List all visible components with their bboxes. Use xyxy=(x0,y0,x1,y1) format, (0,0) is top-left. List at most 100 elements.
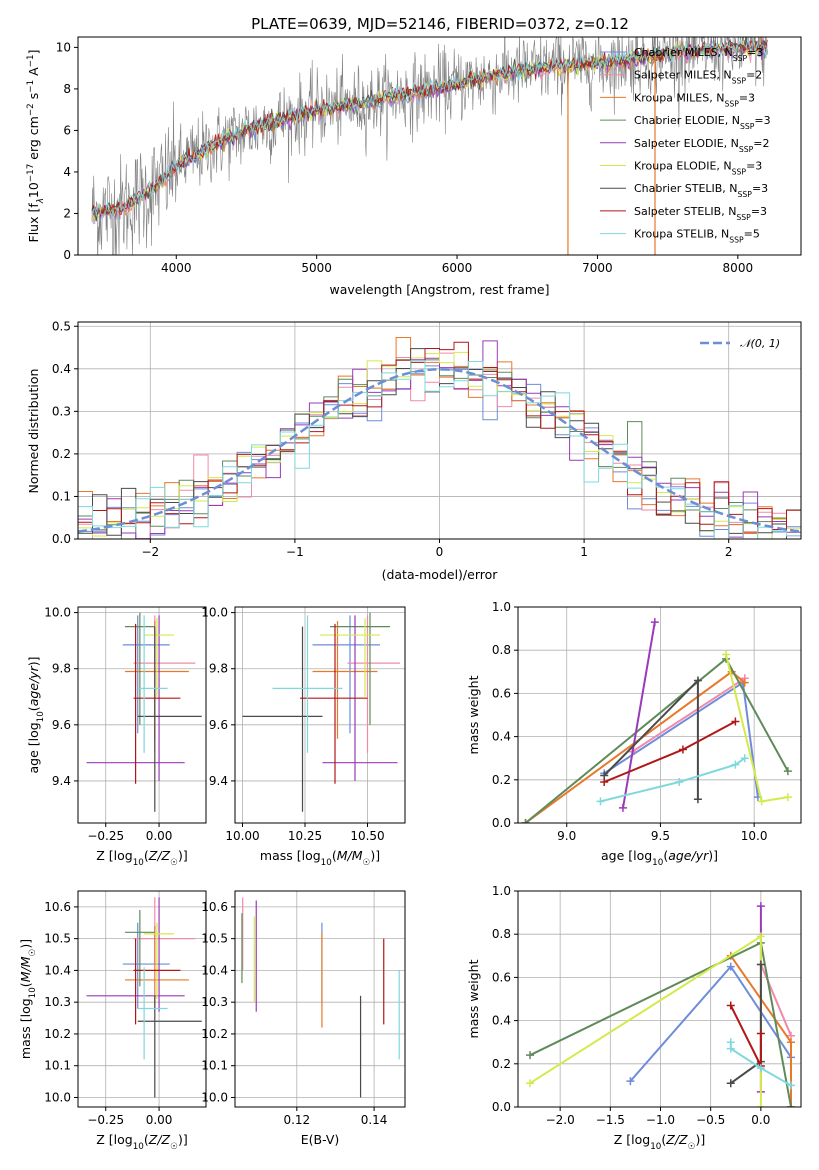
age_vs_Z-xtick-label-0: −0.25 xyxy=(87,829,124,843)
age_vs_Z-xlabel: Z [log10(Z/Z☉)] xyxy=(96,848,187,868)
mass_weight_vs_Z-marker-chabrier_miles-1 xyxy=(726,962,735,971)
mass_weight_vs_age-ytick-label-0: 0.0 xyxy=(492,816,511,830)
mass_weight_vs_Z-marker-kroupa_elodie-0 xyxy=(526,1079,535,1088)
spectrum-xtick-label-0: 4000 xyxy=(161,261,192,275)
spectrum-ytick-label-3: 6 xyxy=(63,123,71,137)
mass_weight_vs_age-marker-kroupa_stelib-0 xyxy=(596,797,605,806)
mass_weight_vs_age-marker-salpeter_stelib-1 xyxy=(678,745,687,754)
spectrum-legend-label-8: Kroupa STELIB, NSSP=5 xyxy=(634,228,760,245)
mass_weight_vs_age-marker-kroupa_elodie-2 xyxy=(783,793,792,802)
residual-hist-kroupa_stelib xyxy=(78,360,801,539)
residuals-xtick-label-1: −1 xyxy=(286,545,304,559)
mass_vs_ebv-frame xyxy=(234,890,406,1108)
age_vs_Z-ylabel: age [log10(age/yr)] xyxy=(26,656,46,773)
spectrum-legend-label-6: Chabrier STELIB, NSSP=3 xyxy=(634,182,768,199)
mass_weight_vs_age-marker-salpeter_elodie-1 xyxy=(650,618,659,627)
spectrum-legend-label-2: Kroupa MILES, NSSP=3 xyxy=(634,91,755,108)
age_vs_mass-ytick-label-3: 10.0 xyxy=(201,606,228,620)
mass_weight_vs_Z-marker-salpeter_stelib-2 xyxy=(756,1029,765,1038)
mass_weight_vs_age-plot-area xyxy=(521,618,792,823)
age_vs_mass-xtick-label-2: 10.50 xyxy=(350,829,384,843)
mass_vs_Z-ylabel: mass [log10(M/M☉)] xyxy=(18,939,38,1059)
mass_weight_vs_Z-marker-chabrier_elodie-0 xyxy=(526,1051,535,1060)
age_vs_Z-ytick-label-3: 10.0 xyxy=(44,606,71,620)
spectrum-legend-label-0: Chabrier MILES, NSSP=3 xyxy=(634,46,763,63)
mass_weight_vs_Z-xtick-label-4: 0.0 xyxy=(751,1113,770,1127)
mass_weight_vs_Z-xlabel: Z [log10(Z/Z☉)] xyxy=(614,1132,705,1152)
age_vs_mass-frame xyxy=(234,606,406,824)
mass_weight_vs_age-ytick-label-2: 0.4 xyxy=(492,730,511,744)
mass_weight_vs_Z-marker-chabrier_elodie-2 xyxy=(786,1103,795,1107)
spectrum-legend-label-7: Salpeter STELIB, NSSP=3 xyxy=(634,205,767,222)
mass_weight_vs_age-xlabel: age [log10(age/yr)] xyxy=(601,848,718,868)
mass_weight_vs_Z-xtick-label-2: −1.0 xyxy=(646,1113,675,1127)
age_vs_Z-ytick-label-0: 9.4 xyxy=(52,774,71,788)
mass_vs_Z-ytick-label-3: 10.3 xyxy=(44,995,71,1009)
age_vs_Z-ytick-label-2: 9.8 xyxy=(52,662,71,676)
mass_weight_vs_Z-marker-kroupa_elodie-1 xyxy=(756,932,765,941)
mass_weight_vs_age-marker-salpeter_stelib-0 xyxy=(600,777,609,786)
mass_weight_vs_age-ylabel: mass weight xyxy=(466,675,481,754)
mass_weight_vs_age-ytick-label-5: 1.0 xyxy=(492,600,511,614)
mass_weight_vs_Z-marker-kroupa_stelib-2 xyxy=(756,1064,765,1073)
mass_weight_vs_age-line-salpeter_elodie xyxy=(622,621,656,809)
age_vs_Z-ytick-label-1: 9.6 xyxy=(52,718,71,732)
mass_weight_vs_age-marker-chabrier_elodie-2 xyxy=(783,767,792,776)
mass_weight_vs_Z-ytick-label-1: 0.2 xyxy=(492,1057,511,1071)
mass_weight_vs_Z-marker-kroupa_elodie-2 xyxy=(756,1103,765,1107)
mass_vs_Z-ytick-label-4: 10.4 xyxy=(44,963,71,977)
mass_vs_Z-xlabel: Z [log10(Z/Z☉)] xyxy=(96,1132,187,1152)
mass_weight_vs_age-marker-salpeter_elodie-0 xyxy=(618,803,627,812)
mass_weight_vs_Z-xtick-label-1: −1.5 xyxy=(596,1113,625,1127)
mass_weight_vs_Z-ytick-label-0: 0.0 xyxy=(492,1100,511,1114)
mass_weight_vs_Z-line-salpeter_stelib xyxy=(729,1005,762,1067)
spectrum-xtick-label-4: 8000 xyxy=(723,261,754,275)
residual-hist-chabrier_stelib xyxy=(78,348,801,539)
mass_weight_vs_age-xtick-label-0: 9.0 xyxy=(557,829,576,843)
spectrum-ytick-label-5: 10 xyxy=(56,40,71,54)
residual-xlabel: (data-model)/error xyxy=(382,567,499,582)
spectrum-legend-label-1: Salpeter MILES, NSSP=2 xyxy=(634,69,762,86)
residuals-plot-area xyxy=(78,337,801,539)
spectrum-legend-label-5: Kroupa ELODIE, NSSP=3 xyxy=(634,160,762,177)
spectrum-plot-area xyxy=(91,37,768,255)
mass_weight_vs_age-marker-kroupa_stelib-2 xyxy=(731,760,740,769)
age_vs_mass-xtick-label-0: 10.00 xyxy=(225,829,259,843)
residuals-xtick-label-0: −2 xyxy=(141,545,159,559)
mass_weight_vs_Z-marker-kroupa_stelib-3 xyxy=(786,1081,795,1090)
spectrum-ylabel: Flux [fλ10−17 erg cm−2 s−1 A−1] xyxy=(26,50,46,243)
residual-legend-label: 𝒩(0, 1) xyxy=(740,337,780,350)
figure-title: PLATE=0639, MJD=52146, FIBERID=0372, z=0… xyxy=(251,15,629,33)
mass_weight_vs_age-marker-kroupa_elodie-1 xyxy=(757,797,766,806)
mass_vs_ebv-ytick-label-0: 10.0 xyxy=(201,1090,228,1104)
mass_vs_ebv-xlabel: E(B-V) xyxy=(301,1132,340,1147)
mass_weight_vs_age-marker-kroupa_stelib-3 xyxy=(740,754,749,763)
mass_weight_vs_age-line-salpeter_miles xyxy=(631,677,746,753)
mass_weight_vs_Z-line-kroupa_elodie xyxy=(529,934,762,1107)
mass_vs_Z-ytick-label-6: 10.6 xyxy=(44,900,71,914)
mass_weight_vs_Z-marker-salpeter_elodie-1 xyxy=(756,902,765,911)
residual-ylabel: Normed distribution xyxy=(26,369,41,494)
mass_vs_Z-plot-area xyxy=(86,897,202,1098)
spectrum-ytick-label-4: 8 xyxy=(63,82,71,96)
mass_weight_vs_Z-plot-area xyxy=(526,902,795,1107)
mass_weight_vs_Z-line-salpeter_miles xyxy=(759,964,792,1037)
residuals-xtick-label-2: 0 xyxy=(436,545,444,559)
mass_weight_vs_Z-frame xyxy=(517,890,802,1108)
residuals-xtick-label-3: 1 xyxy=(580,545,588,559)
mass_weight_vs_Z-marker-kroupa_stelib-1 xyxy=(726,1044,735,1053)
age_vs_mass-ytick-label-1: 9.6 xyxy=(209,718,228,732)
mass_vs_ebv-ytick-label-1: 10.1 xyxy=(201,1059,228,1073)
spectrum-ytick-label-0: 0 xyxy=(63,248,71,262)
mass_weight_vs_Z-xtick-label-3: −0.5 xyxy=(696,1113,725,1127)
age_vs_Z-frame xyxy=(77,606,207,824)
mass_weight_vs_age-marker-kroupa_elodie-0 xyxy=(722,650,731,659)
mass_weight_vs_age-xtick-label-1: 9.5 xyxy=(651,829,670,843)
residuals-ytick-label-1: 0.1 xyxy=(52,489,71,503)
residuals-xtick-label-4: 2 xyxy=(725,545,733,559)
mass_weight_vs_Z-marker-chabrier_stelib-2 xyxy=(756,960,765,969)
age_vs_mass-plot-area xyxy=(242,612,400,812)
mass_weight_vs_age-marker-chabrier_stelib-1 xyxy=(693,676,702,685)
mass_weight_vs_age-line-kroupa_miles xyxy=(524,670,746,823)
mass_weight_vs_Z-marker-chabrier_miles-0 xyxy=(626,1077,635,1086)
